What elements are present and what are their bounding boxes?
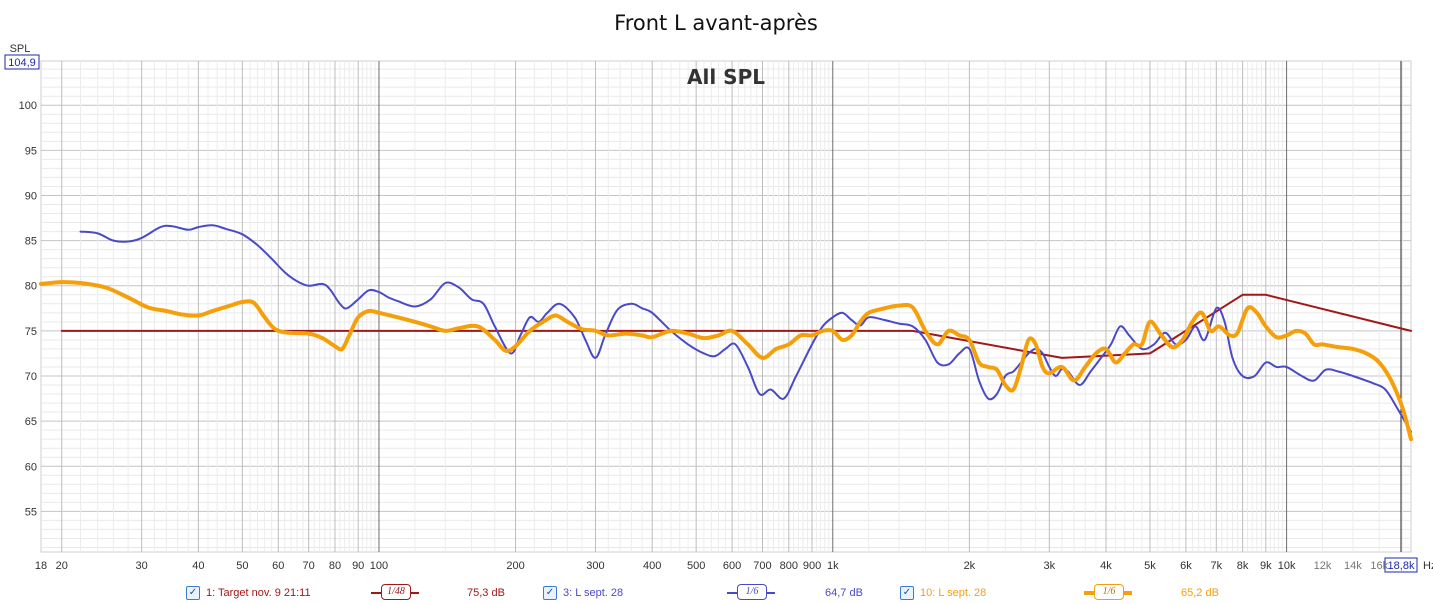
smoothing-control-blue[interactable]: 1/6 <box>727 584 777 602</box>
series-line-2 <box>79 224 1412 433</box>
x-tick-label: 300 <box>586 560 604 572</box>
grid <box>40 60 1412 553</box>
x-tick-label: 100 <box>370 560 388 572</box>
legend: ✓ 1: Target nov. 9 21:11 1/48 75,3 dB ✓ … <box>0 580 1433 604</box>
x-tick-label: 14k <box>1344 560 1362 572</box>
x-tick-label: 1k <box>827 560 839 572</box>
smoothing-label-target[interactable]: 1/48 <box>381 584 411 600</box>
x-tick-label: 800 <box>780 560 798 572</box>
smoothing-label-blue[interactable]: 1/6 <box>737 584 767 600</box>
series-line-3 <box>39 280 1413 442</box>
smoothing-control-target[interactable]: 1/48 <box>371 584 421 602</box>
checkbox-checked-icon[interactable]: ✓ <box>900 586 914 600</box>
x-tick-label: 5k <box>1144 560 1156 572</box>
level-orange: 65,2 dB <box>1181 587 1219 599</box>
x-axis-unit: Hz <box>1423 560 1433 572</box>
y-tick-label: 85 <box>25 236 37 248</box>
x-tick-label: 200 <box>506 560 524 572</box>
legend-item-l-sept-28-orange[interactable]: ✓ 10: L sept. 28 <box>900 584 986 602</box>
x-tick-label: 2k <box>964 560 976 572</box>
smoothing-control-orange[interactable]: 1/6 <box>1084 584 1134 602</box>
x-tick-label: 18 <box>35 560 47 572</box>
series-line-1 <box>60 293 1412 359</box>
y-tick-label: 55 <box>25 506 37 518</box>
chart-subtitle: All SPL <box>687 65 765 89</box>
chart-title: Front L avant-après <box>614 11 818 35</box>
x-tick-label: 12k <box>1314 560 1332 572</box>
x-tick-label: 3k <box>1043 560 1055 572</box>
y-axis: SPL 104,9 55 60 65 70 75 80 85 90 95 100 <box>4 43 40 518</box>
checkbox-checked-icon[interactable]: ✓ <box>186 586 200 600</box>
x-tick-label: 500 <box>687 560 705 572</box>
legend-item-l-sept-28-blue[interactable]: ✓ 3: L sept. 28 <box>543 584 623 602</box>
x-tick-label: 10k <box>1278 560 1296 572</box>
plot-area <box>40 60 1412 553</box>
y-tick-label: 100 <box>19 100 37 112</box>
y-tick-label: 60 <box>25 461 37 473</box>
x-tick-label: 7k <box>1210 560 1222 572</box>
x-tick-label: 50 <box>236 560 248 572</box>
x-tick-label: 900 <box>803 560 821 572</box>
x-tick-label: 4k <box>1100 560 1112 572</box>
y-axis-label: SPL <box>10 43 31 55</box>
x-tick-label: 80 <box>329 560 341 572</box>
y-tick-label: 70 <box>25 371 37 383</box>
y-tick-label: 75 <box>25 326 37 338</box>
legend-item-target[interactable]: ✓ 1: Target nov. 9 21:11 <box>186 584 311 602</box>
series-lines <box>39 224 1413 442</box>
y-tick-label: 90 <box>25 190 37 202</box>
level-target: 75,3 dB <box>467 587 505 599</box>
y-tick-label: 65 <box>25 416 37 428</box>
x-tick-label: 70 <box>303 560 315 572</box>
y-tick-label: 95 <box>25 145 37 157</box>
x-tick-label: 30 <box>136 560 148 572</box>
x-tick-label: 8k <box>1237 560 1249 572</box>
level-blue: 64,7 dB <box>825 587 863 599</box>
legend-label-target: 1: Target nov. 9 21:11 <box>206 587 311 599</box>
x-max-marker-box[interactable] <box>1384 557 1418 573</box>
legend-label-blue: 3: L sept. 28 <box>563 587 624 599</box>
y-tick-label: 80 <box>25 281 37 293</box>
x-tick-label: 700 <box>753 560 771 572</box>
spl-chart: Front L avant-après All SPL SPL 104,9 55… <box>4 11 1433 573</box>
y-max-marker[interactable]: 104,9 <box>8 57 36 69</box>
x-tick-label: 16k <box>1370 560 1388 572</box>
legend-label-orange: 10: L sept. 28 <box>920 587 987 599</box>
x-axis: 18,8k Hz 18 20 30 40 50 60 70 80 90 100 200 300 400 5… <box>35 557 1433 573</box>
smoothing-label-orange[interactable]: 1/6 <box>1094 584 1124 600</box>
x-tick-label: 600 <box>723 560 741 572</box>
x-tick-label: 20 <box>56 560 68 572</box>
x-tick-label: 40 <box>192 560 204 572</box>
y-max-marker-box[interactable] <box>4 54 40 70</box>
x-tick-label: 6k <box>1180 560 1192 572</box>
x-tick-label: 400 <box>643 560 661 572</box>
x-tick-label: 90 <box>352 560 364 572</box>
checkbox-checked-icon[interactable]: ✓ <box>543 586 557 600</box>
x-tick-label: 60 <box>272 560 284 572</box>
x-tick-label: 9k <box>1260 560 1272 572</box>
x-max-marker[interactable]: 18,8k <box>1388 560 1415 572</box>
